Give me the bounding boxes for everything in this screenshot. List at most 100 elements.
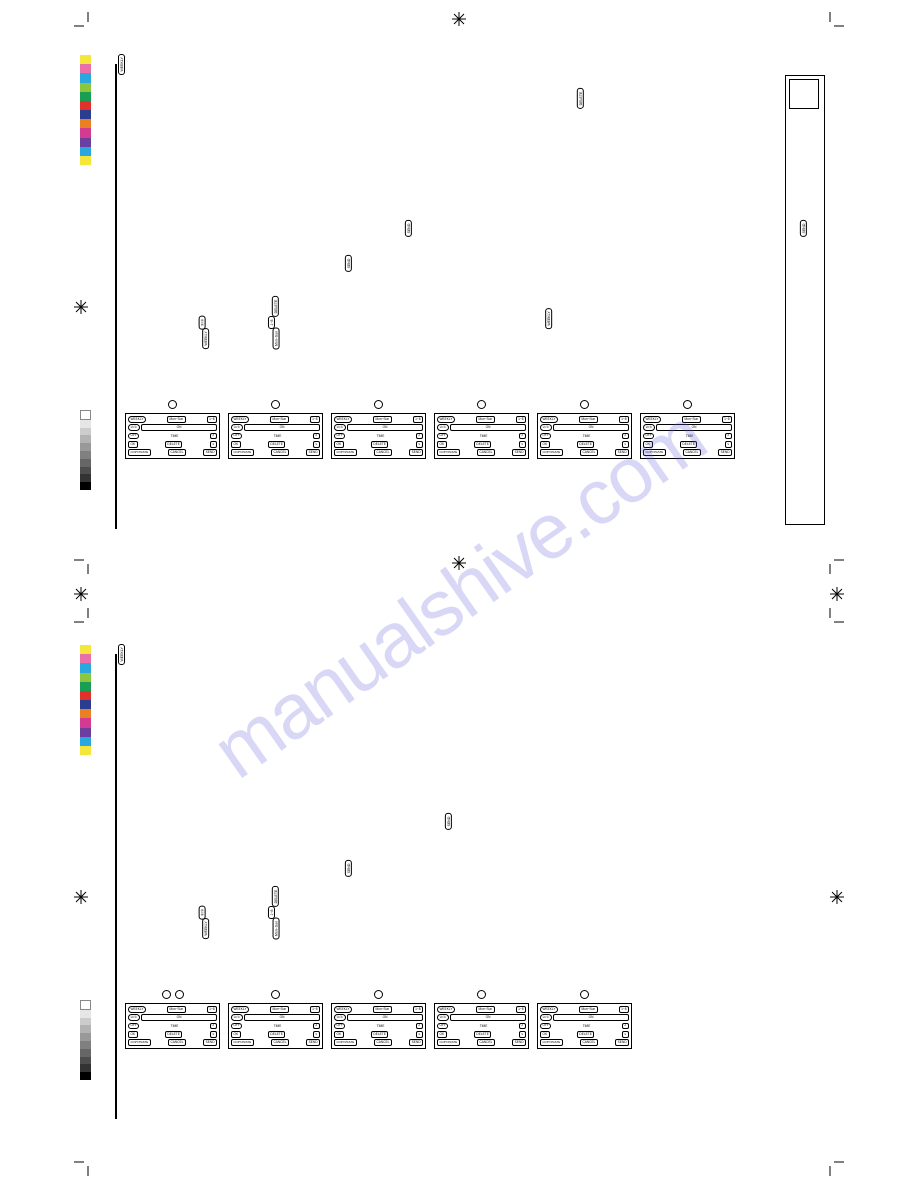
- copy-paste-btn: COPY/PASTE: [231, 449, 254, 455]
- mode-label: WEEKLY: [118, 644, 125, 665]
- num-btn: 1~8: [310, 1006, 320, 1013]
- days23-btn: ②/③: [540, 424, 552, 431]
- off-btn: OFF: [643, 433, 654, 440]
- instr-pill: SEND: [345, 255, 352, 272]
- instr-pill: DELETE: [272, 886, 279, 907]
- cancel-btn: CANCEL: [271, 1039, 289, 1046]
- down-btn: ∨: [519, 1031, 526, 1038]
- delete-btn: DELETE: [371, 1031, 388, 1038]
- on-btn: ON: [141, 424, 217, 431]
- step-circle: [162, 990, 171, 999]
- down-btn: ∨: [210, 1031, 217, 1038]
- note-box-top: [785, 75, 825, 525]
- ok-btn: OK: [334, 1031, 344, 1038]
- gray-calibration-bar-top: [80, 410, 91, 490]
- weekly-btn: WEEKLY: [128, 1006, 146, 1013]
- instr-pill: DELETE: [577, 88, 584, 109]
- days-btn: Mon~Sun: [270, 1006, 289, 1013]
- cancel-btn: CANCEL: [477, 449, 495, 456]
- days-btn: Mon~Sun: [476, 416, 495, 423]
- ok-btn: OK: [128, 441, 138, 448]
- delete-btn: DELETE: [268, 1031, 285, 1038]
- down-btn: ∨: [725, 441, 732, 448]
- on-btn: ON: [347, 1014, 423, 1021]
- time-label: TIME: [450, 1024, 517, 1028]
- cancel-btn: CANCEL: [580, 1039, 598, 1046]
- crop-mark-mr: [830, 587, 844, 601]
- delete-btn: DELETE: [577, 441, 594, 448]
- up-btn: ∧: [210, 1023, 217, 1030]
- days-btn: Mon~Sun: [167, 416, 186, 423]
- reg-mark-left: [74, 300, 88, 315]
- remote-panel: WEEKLYMon~Sun1~8 ②/③ON OFFTIME∧ OKDELETE…: [640, 413, 735, 459]
- instr-pill: 1~8: [268, 316, 275, 329]
- on-btn: ON: [450, 424, 526, 431]
- send-btn: SEND: [409, 1039, 423, 1046]
- down-btn: ∨: [622, 1031, 629, 1038]
- remote-panel: WEEKLYMon~Sun1~8 ②/③ON OFFTIME∧ OKDELETE…: [331, 413, 426, 459]
- copy-paste-btn: COPY/PASTE: [334, 1039, 357, 1045]
- send-btn: SEND: [203, 1039, 217, 1046]
- on-btn: ON: [141, 1014, 217, 1021]
- remote-panel: WEEKLYMon~Sun1~8 ②/③ON OFFTIME∧ OKDELETE…: [331, 1003, 426, 1049]
- weekly-btn: WEEKLY: [231, 1006, 249, 1013]
- crop-mark-mr3: [826, 608, 844, 626]
- instr-pill: Mon~Sun: [273, 917, 280, 939]
- crop-mark-bl: [74, 1158, 92, 1176]
- instr-pill: ②/③: [199, 905, 206, 919]
- step-circle: [374, 400, 383, 409]
- time-label: TIME: [347, 434, 414, 438]
- crop-mark-mct: [452, 556, 466, 570]
- down-btn: ∨: [416, 1031, 423, 1038]
- num-btn: 1~8: [413, 1006, 423, 1013]
- instr-pill: DELETE: [272, 296, 279, 317]
- num-btn: 1~8: [516, 1006, 526, 1013]
- off-btn: OFF: [334, 433, 345, 440]
- off-btn: OFF: [128, 433, 139, 440]
- delete-btn: DELETE: [371, 441, 388, 448]
- on-btn: ON: [656, 424, 732, 431]
- num-btn: 1~8: [310, 416, 320, 423]
- remote-panel: WEEKLYMon~Sun1~8 ②/③ON OFFTIME∧ OKDELETE…: [228, 1003, 323, 1049]
- weekly-btn: WEEKLY: [334, 1006, 352, 1013]
- off-btn: OFF: [437, 1023, 448, 1030]
- down-btn: ∨: [313, 441, 320, 448]
- ok-btn: OK: [643, 441, 653, 448]
- off-btn: OFF: [231, 1023, 242, 1030]
- ok-btn: OK: [540, 1031, 550, 1038]
- ok-btn: OK: [128, 1031, 138, 1038]
- delete-btn: DELETE: [165, 441, 182, 448]
- copy-paste-btn: COPY/PASTE: [540, 1039, 563, 1045]
- days-btn: Mon~Sun: [579, 1006, 598, 1013]
- cancel-btn: CANCEL: [168, 1039, 186, 1046]
- copy-paste-btn: COPY/PASTE: [231, 1039, 254, 1045]
- off-btn: OFF: [437, 433, 448, 440]
- ok-btn: OK: [231, 1031, 241, 1038]
- ok-btn: OK: [334, 441, 344, 448]
- ok-btn: OK: [231, 441, 241, 448]
- weekly-btn: WEEKLY: [231, 416, 249, 423]
- send-btn: SEND: [512, 1039, 526, 1046]
- copy-paste-btn: COPY/PASTE: [437, 449, 460, 455]
- on-btn: ON: [450, 1014, 526, 1021]
- off-btn: OFF: [540, 1023, 551, 1030]
- num-btn: 1~8: [722, 416, 732, 423]
- cancel-btn: CANCEL: [271, 449, 289, 456]
- delete-btn: DELETE: [165, 1031, 182, 1038]
- time-label: TIME: [553, 1024, 620, 1028]
- remote-panel: WEEKLYMon~Sun1~8 ②/③ON OFFTIME∧ OKDELETE…: [537, 1003, 632, 1049]
- cancel-btn: CANCEL: [477, 1039, 495, 1046]
- up-btn: ∧: [622, 433, 629, 440]
- num-btn: 1~8: [516, 416, 526, 423]
- remote-panel: WEEKLYMon~Sun1~8 ②/③ON OFFTIME∧ OKDELETE…: [228, 413, 323, 459]
- crop-mark-mr2: [826, 556, 844, 574]
- remote-panel: WEEKLYMon~Sun1~8 ②/③ON OFFTIME∧ OKDELETE…: [125, 1003, 220, 1049]
- days-btn: Mon~Sun: [579, 416, 598, 423]
- instr-pill: WEEKLY: [545, 308, 552, 329]
- off-btn: OFF: [540, 433, 551, 440]
- send-btn: SEND: [306, 1039, 320, 1046]
- time-label: TIME: [141, 434, 208, 438]
- copy-paste-btn: COPY/PASTE: [643, 449, 666, 455]
- days23-btn: ②/③: [334, 424, 346, 431]
- up-btn: ∧: [416, 433, 423, 440]
